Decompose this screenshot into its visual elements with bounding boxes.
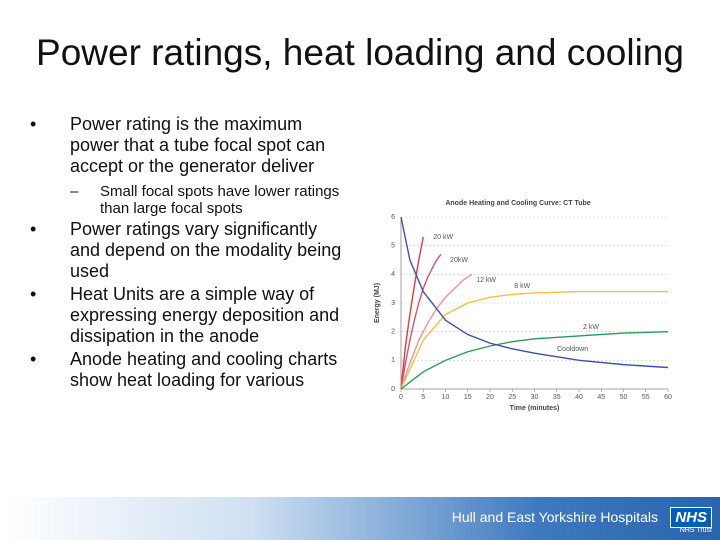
sub-bullet: Small focal spots have lower ratings tha… bbox=[70, 183, 350, 217]
bullet-text: Power rating is the maximum power that a… bbox=[70, 114, 326, 176]
series-line bbox=[400, 216, 669, 369]
series-label: 2 kW bbox=[583, 324, 599, 331]
series-line bbox=[400, 290, 668, 390]
y-tick-label: 0 bbox=[391, 386, 395, 393]
x-axis-label: Time (minutes) bbox=[510, 405, 560, 412]
series-line bbox=[400, 253, 442, 390]
bullet: Power rating is the maximum power that a… bbox=[30, 114, 350, 217]
x-tick-label: 55 bbox=[642, 394, 650, 401]
y-axis-label: Energy (MJ) bbox=[374, 283, 381, 323]
series-label: Cooldown bbox=[557, 346, 588, 353]
organization: Hull and East Yorkshire Hospitals bbox=[451, 509, 658, 525]
x-tick-label: 5 bbox=[421, 394, 425, 401]
x-tick-label: 15 bbox=[464, 394, 472, 401]
slide-title: Power ratings, heat loading and cooling bbox=[36, 32, 684, 73]
series-label: 12 kW bbox=[476, 277, 496, 284]
x-tick-label: 45 bbox=[597, 394, 605, 401]
series-label: 20 kW bbox=[433, 234, 453, 241]
y-tick-label: 5 bbox=[391, 243, 395, 250]
y-tick-label: 3 bbox=[391, 300, 395, 307]
y-tick-label: 1 bbox=[391, 357, 395, 364]
x-tick-label: 25 bbox=[508, 394, 516, 401]
x-tick-label: 40 bbox=[575, 394, 583, 401]
bullet: Heat Units are a simple way of expressin… bbox=[30, 284, 350, 347]
x-tick-label: 10 bbox=[442, 394, 450, 401]
x-tick-label: 20 bbox=[486, 394, 494, 401]
y-tick-label: 4 bbox=[391, 271, 395, 278]
x-tick-label: 0 bbox=[399, 394, 403, 401]
sub-list: Small focal spots have lower ratings tha… bbox=[70, 183, 350, 217]
y-tick-label: 6 bbox=[391, 214, 395, 221]
x-tick-label: 60 bbox=[664, 394, 672, 401]
footer: Hull and East Yorkshire Hospitals NHS NH… bbox=[0, 497, 720, 540]
x-tick-label: 35 bbox=[553, 394, 561, 401]
series-line bbox=[400, 236, 424, 390]
series-label: 8 kW bbox=[514, 283, 530, 290]
logo: NHS bbox=[670, 507, 712, 528]
bullet-text: Power ratings vary significantly and dep… bbox=[70, 219, 342, 281]
bullet: Power ratings vary significantly and dep… bbox=[30, 219, 350, 282]
bullet: Anode heating and cooling charts show he… bbox=[30, 349, 350, 391]
x-tick-label: 30 bbox=[531, 394, 539, 401]
chart-title: Anode Heating and Cooling Curve: CT Tube bbox=[445, 200, 590, 207]
bullet-list: Power rating is the maximum power that a… bbox=[30, 114, 350, 393]
series-line bbox=[400, 330, 669, 390]
x-tick-label: 50 bbox=[620, 394, 628, 401]
series-label: 20kW bbox=[450, 257, 468, 264]
bullet-text: Anode heating and cooling charts show he… bbox=[70, 349, 338, 390]
trust-name: NHS Trust bbox=[679, 527, 712, 534]
bullet-text: Heat Units are a simple way of expressin… bbox=[70, 284, 340, 346]
y-tick-label: 2 bbox=[391, 329, 395, 336]
chart: Anode Heating and Cooling Curve: CT Tube… bbox=[374, 200, 672, 412]
